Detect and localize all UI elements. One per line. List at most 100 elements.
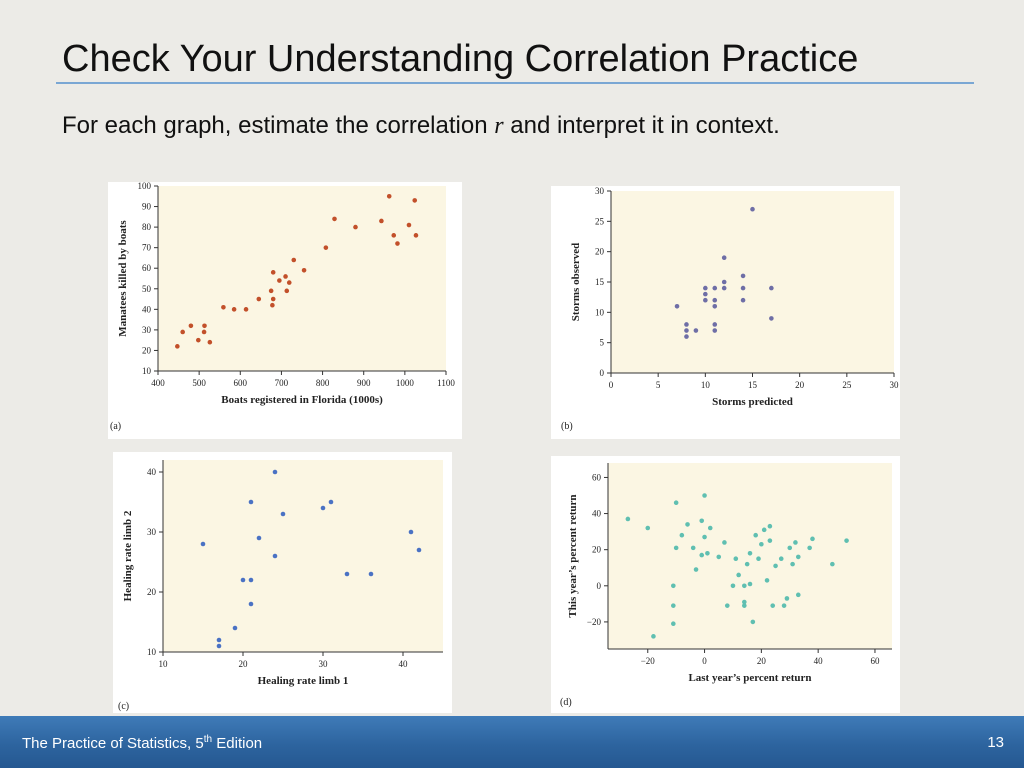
data-point (175, 344, 180, 349)
x-tick-label: 40 (399, 659, 409, 669)
data-point (201, 329, 207, 335)
data-point (793, 540, 798, 545)
x-tick-label: 15 (748, 380, 758, 390)
data-point (703, 297, 708, 303)
data-point (283, 274, 288, 279)
y-tick-label: 80 (142, 222, 152, 232)
data-point (730, 583, 736, 589)
data-point (703, 291, 708, 297)
data-point (769, 285, 774, 291)
data-point (413, 233, 419, 238)
data-point (651, 634, 656, 639)
data-point (216, 643, 222, 649)
x-tick-label: 20 (757, 656, 767, 666)
data-point (721, 279, 727, 285)
data-point (750, 206, 755, 212)
data-point (733, 556, 739, 562)
y-tick-label: 60 (592, 472, 602, 482)
data-point (740, 285, 746, 291)
data-point (693, 328, 699, 333)
data-point (684, 322, 689, 327)
data-point (753, 532, 758, 538)
x-tick-label: 0 (609, 380, 614, 390)
panel-label: (c) (118, 701, 129, 712)
x-tick-label: 700 (275, 378, 289, 388)
data-point (712, 322, 718, 327)
title-underline (56, 82, 974, 84)
x-tick-label: 60 (870, 656, 880, 666)
data-point (742, 603, 747, 608)
scatterplot-c-panel: 10 20 30 40 10 20 30 40 Healing rate limb 1 Heali… (113, 452, 452, 713)
data-point (795, 592, 801, 598)
panel-label: (b) (561, 421, 573, 432)
panel-label: (d) (560, 697, 572, 708)
data-point (673, 500, 679, 506)
data-point (759, 541, 764, 547)
data-point (391, 233, 397, 238)
data-point (320, 505, 326, 511)
data-point (712, 297, 718, 303)
y-tick-label: 20 (147, 587, 157, 597)
data-point (740, 297, 746, 303)
data-point (795, 554, 801, 560)
y-tick-label: 30 (595, 186, 605, 196)
data-point (280, 511, 286, 517)
data-point (301, 267, 307, 273)
y-tick-label: 70 (142, 243, 152, 253)
data-point (684, 334, 689, 339)
page-number: 13 (987, 734, 1004, 751)
data-point (270, 302, 275, 308)
footer-bar: The Practice of Statistics, 5th Edition … (0, 716, 1024, 768)
data-point (353, 224, 358, 230)
data-point (270, 296, 276, 302)
footer-title-main: The Practice of Statistics, 5 (22, 735, 204, 752)
data-point (702, 534, 707, 540)
y-tick-label: 20 (142, 345, 152, 355)
data-point (284, 288, 290, 294)
data-point (705, 550, 710, 556)
footer-title-tail: Edition (212, 735, 263, 752)
slide-title: Check Your Understanding Correlation Pra… (62, 38, 859, 80)
data-point (671, 621, 676, 627)
y-tick-label: 40 (142, 304, 152, 314)
data-point (412, 198, 418, 203)
data-point (703, 285, 708, 291)
data-point (180, 329, 185, 335)
data-point (673, 545, 679, 551)
data-point (830, 561, 835, 567)
y-tick-label: 10 (595, 307, 605, 317)
data-point (674, 303, 680, 309)
subtitle-text-start: For each graph, estimate the correlation (62, 112, 495, 139)
data-point (188, 323, 194, 329)
data-point (721, 285, 727, 291)
data-point (202, 323, 207, 329)
data-point (742, 583, 747, 589)
y-axis-label: Storms observed (570, 243, 582, 322)
data-point (207, 339, 213, 345)
scatterplot-d-panel: −20 0 20 40 60 −20 0 20 40 60 Last year’s percent … (551, 456, 900, 713)
scatterplot-d: −20 0 20 40 60 −20 0 20 40 60 Last year’s percent … (560, 463, 892, 708)
data-point (270, 270, 276, 275)
y-tick-label: 0 (597, 581, 602, 591)
y-tick-label: 20 (595, 247, 605, 257)
data-point (712, 303, 718, 309)
data-point (323, 245, 329, 250)
y-tick-label: 0 (600, 368, 605, 378)
data-point (291, 257, 297, 263)
x-tick-label: 0 (702, 656, 707, 666)
data-point (408, 529, 414, 535)
y-tick-label: 30 (147, 527, 157, 537)
data-point (699, 518, 705, 524)
y-tick-label: 25 (595, 216, 605, 226)
scatterplot-a-panel: 400 500 600 700 800 900 1000 1100 10 20 30 40 50 60 70… (108, 182, 462, 439)
y-tick-label: 40 (147, 467, 157, 477)
data-point (684, 328, 689, 333)
data-point (722, 540, 727, 545)
data-point (769, 316, 774, 321)
data-point (807, 545, 812, 551)
plot-area (611, 191, 894, 373)
y-tick-label: 60 (142, 263, 152, 273)
data-point (716, 554, 722, 560)
data-point (781, 603, 787, 608)
data-point (699, 552, 705, 558)
